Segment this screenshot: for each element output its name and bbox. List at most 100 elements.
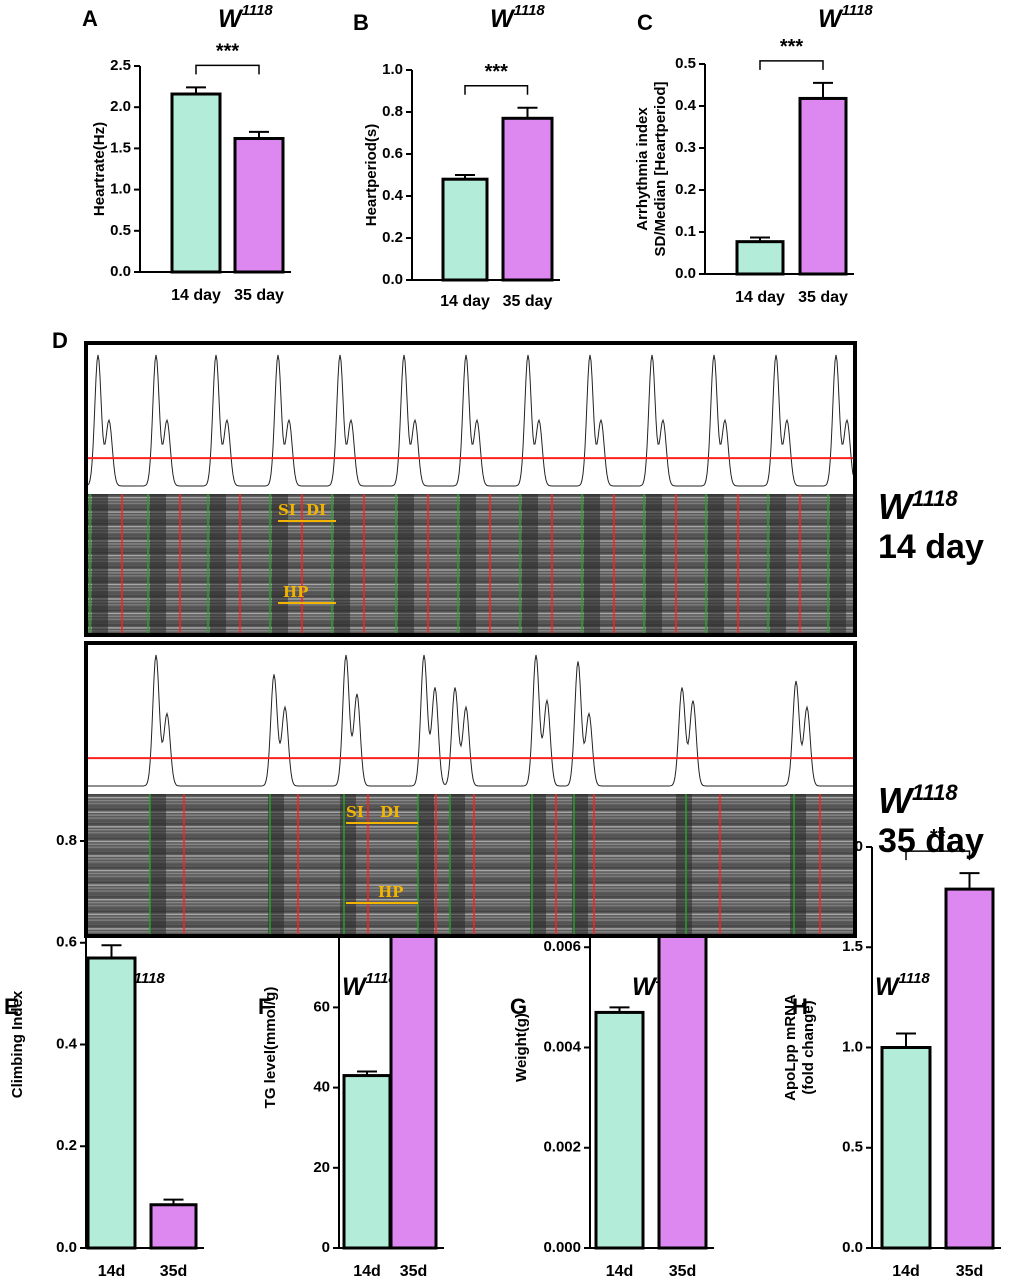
row-age-14-day: 14 day (878, 528, 984, 566)
kymograph-band (88, 901, 853, 904)
kymograph-band (88, 884, 853, 886)
y-tick-label: 0.6 (382, 145, 403, 162)
bar-14-day (735, 240, 785, 276)
y-tick-label: 0.0 (56, 1239, 77, 1256)
kymograph-band (88, 837, 853, 840)
kymograph-band (88, 896, 853, 898)
contraction-band (272, 494, 288, 633)
contraction-band (646, 494, 662, 633)
panel-label-a: A (82, 6, 98, 31)
panel-label-b: B (353, 10, 369, 35)
kymograph-band (88, 866, 853, 869)
significance-label: *** (780, 36, 804, 58)
bar-14d (880, 1046, 932, 1250)
bar-14-day (170, 92, 222, 274)
contraction-band (210, 494, 226, 633)
kymograph-band (88, 823, 853, 825)
contraction-band (830, 494, 846, 633)
kymograph-band (88, 899, 853, 901)
kymograph-band (88, 799, 853, 802)
x-tick-label: 14 day (171, 287, 221, 304)
y-tick-label: 0.4 (675, 97, 697, 114)
kymograph-band (88, 802, 853, 805)
y-tick-label: 0.0 (382, 271, 403, 288)
chart-genotype-title: W1118 (818, 2, 873, 33)
y-tick-label: 0.5 (842, 1139, 863, 1156)
kymograph-band (88, 820, 853, 822)
chart-genotype-title: W1118 (875, 970, 930, 1001)
kymograph-band (88, 875, 853, 878)
contraction-band (418, 794, 434, 934)
y-axis-label: TG level(mmol/g) (262, 987, 279, 1109)
y-tick-label: 0.2 (675, 181, 696, 198)
chart-genotype-title: W1118 (218, 2, 273, 33)
x-tick-label: 14 day (440, 293, 490, 310)
y-axis-label: (fold change) (800, 1000, 817, 1094)
y-tick-label: 0.5 (675, 55, 696, 72)
x-tick-label: 35d (669, 1263, 697, 1280)
kymograph-band (88, 904, 853, 907)
kymograph-band (88, 831, 853, 834)
kymograph-band (88, 829, 853, 831)
significance-bracket (464, 85, 529, 95)
significance-bracket (759, 60, 824, 70)
contraction-band (676, 794, 692, 934)
kymograph-band (88, 869, 853, 872)
kymograph-band (88, 826, 853, 828)
m-mode-trace-14-day: SI DI HP (84, 341, 857, 637)
y-tick-label: 0.3 (675, 139, 696, 156)
chart-c: C W1118 0.0 0.1 0.2 0.3 0.4 0.5 Arrhythmia index… (634, 2, 873, 306)
kymograph-band (88, 872, 853, 875)
y-axis-label: Weight(g) (513, 1013, 530, 1082)
row-label-14-day: W1118 14 day (878, 486, 984, 567)
contraction-band (530, 794, 546, 934)
row-genotype-35-day: W1118 (878, 780, 958, 821)
x-tick-label: 14d (892, 1263, 920, 1280)
x-tick-label: 35d (400, 1263, 428, 1280)
kymograph-band (88, 913, 853, 916)
kymograph-band (88, 846, 853, 848)
kymograph-band (88, 890, 853, 892)
di-annotation: DI (306, 501, 326, 519)
panel-label-c: C (637, 10, 653, 35)
contraction-band (708, 494, 724, 633)
y-tick-label: 0.8 (56, 832, 77, 849)
hp-annotation: HP (378, 883, 403, 901)
y-tick-label: 0.4 (56, 1035, 78, 1052)
chart-genotype-title: W1118 (342, 970, 397, 1001)
kymograph-band (88, 928, 853, 930)
x-tick-label: 14 day (735, 289, 785, 306)
contraction-band (460, 494, 476, 633)
x-tick-label: 35 day (503, 293, 553, 310)
kymograph-band (88, 893, 853, 895)
x-tick-label: 35d (160, 1263, 188, 1280)
y-tick-label: 1.0 (110, 181, 131, 198)
kymograph-band (88, 796, 853, 799)
kymograph-band (88, 811, 853, 813)
y-tick-label: 0.4 (382, 187, 404, 204)
y-tick-label: 0.1 (675, 223, 696, 240)
bar-14d (594, 1010, 645, 1250)
heartbeat-signal (88, 654, 853, 787)
y-tick-label: 0.002 (543, 1139, 581, 1156)
chart-genotype-title: W1118 (490, 2, 545, 33)
heartbeat-signal (88, 354, 853, 487)
bar-14d (86, 956, 137, 1250)
contraction-band (522, 494, 538, 633)
contraction-band (398, 494, 414, 633)
x-tick-label: 14d (606, 1263, 634, 1280)
row-age-35-day: 35 day (878, 822, 984, 860)
chart-a: A W1118 0.0 0.5 1.0 1.5 2.0 2.5 Heartrate(Hz) 14 … (82, 2, 291, 304)
y-tick-label: 0.8 (382, 103, 403, 120)
hp-annotation: HP (283, 583, 308, 601)
kymograph-band (88, 931, 853, 933)
bar-35-day (501, 116, 554, 282)
y-tick-label: 0.0 (842, 1239, 863, 1256)
kymograph-band (88, 808, 853, 811)
y-tick-label: 0.2 (56, 1137, 77, 1154)
y-tick-label: 40 (313, 1079, 330, 1096)
contraction-band (584, 494, 600, 633)
kymograph-band (88, 805, 853, 808)
